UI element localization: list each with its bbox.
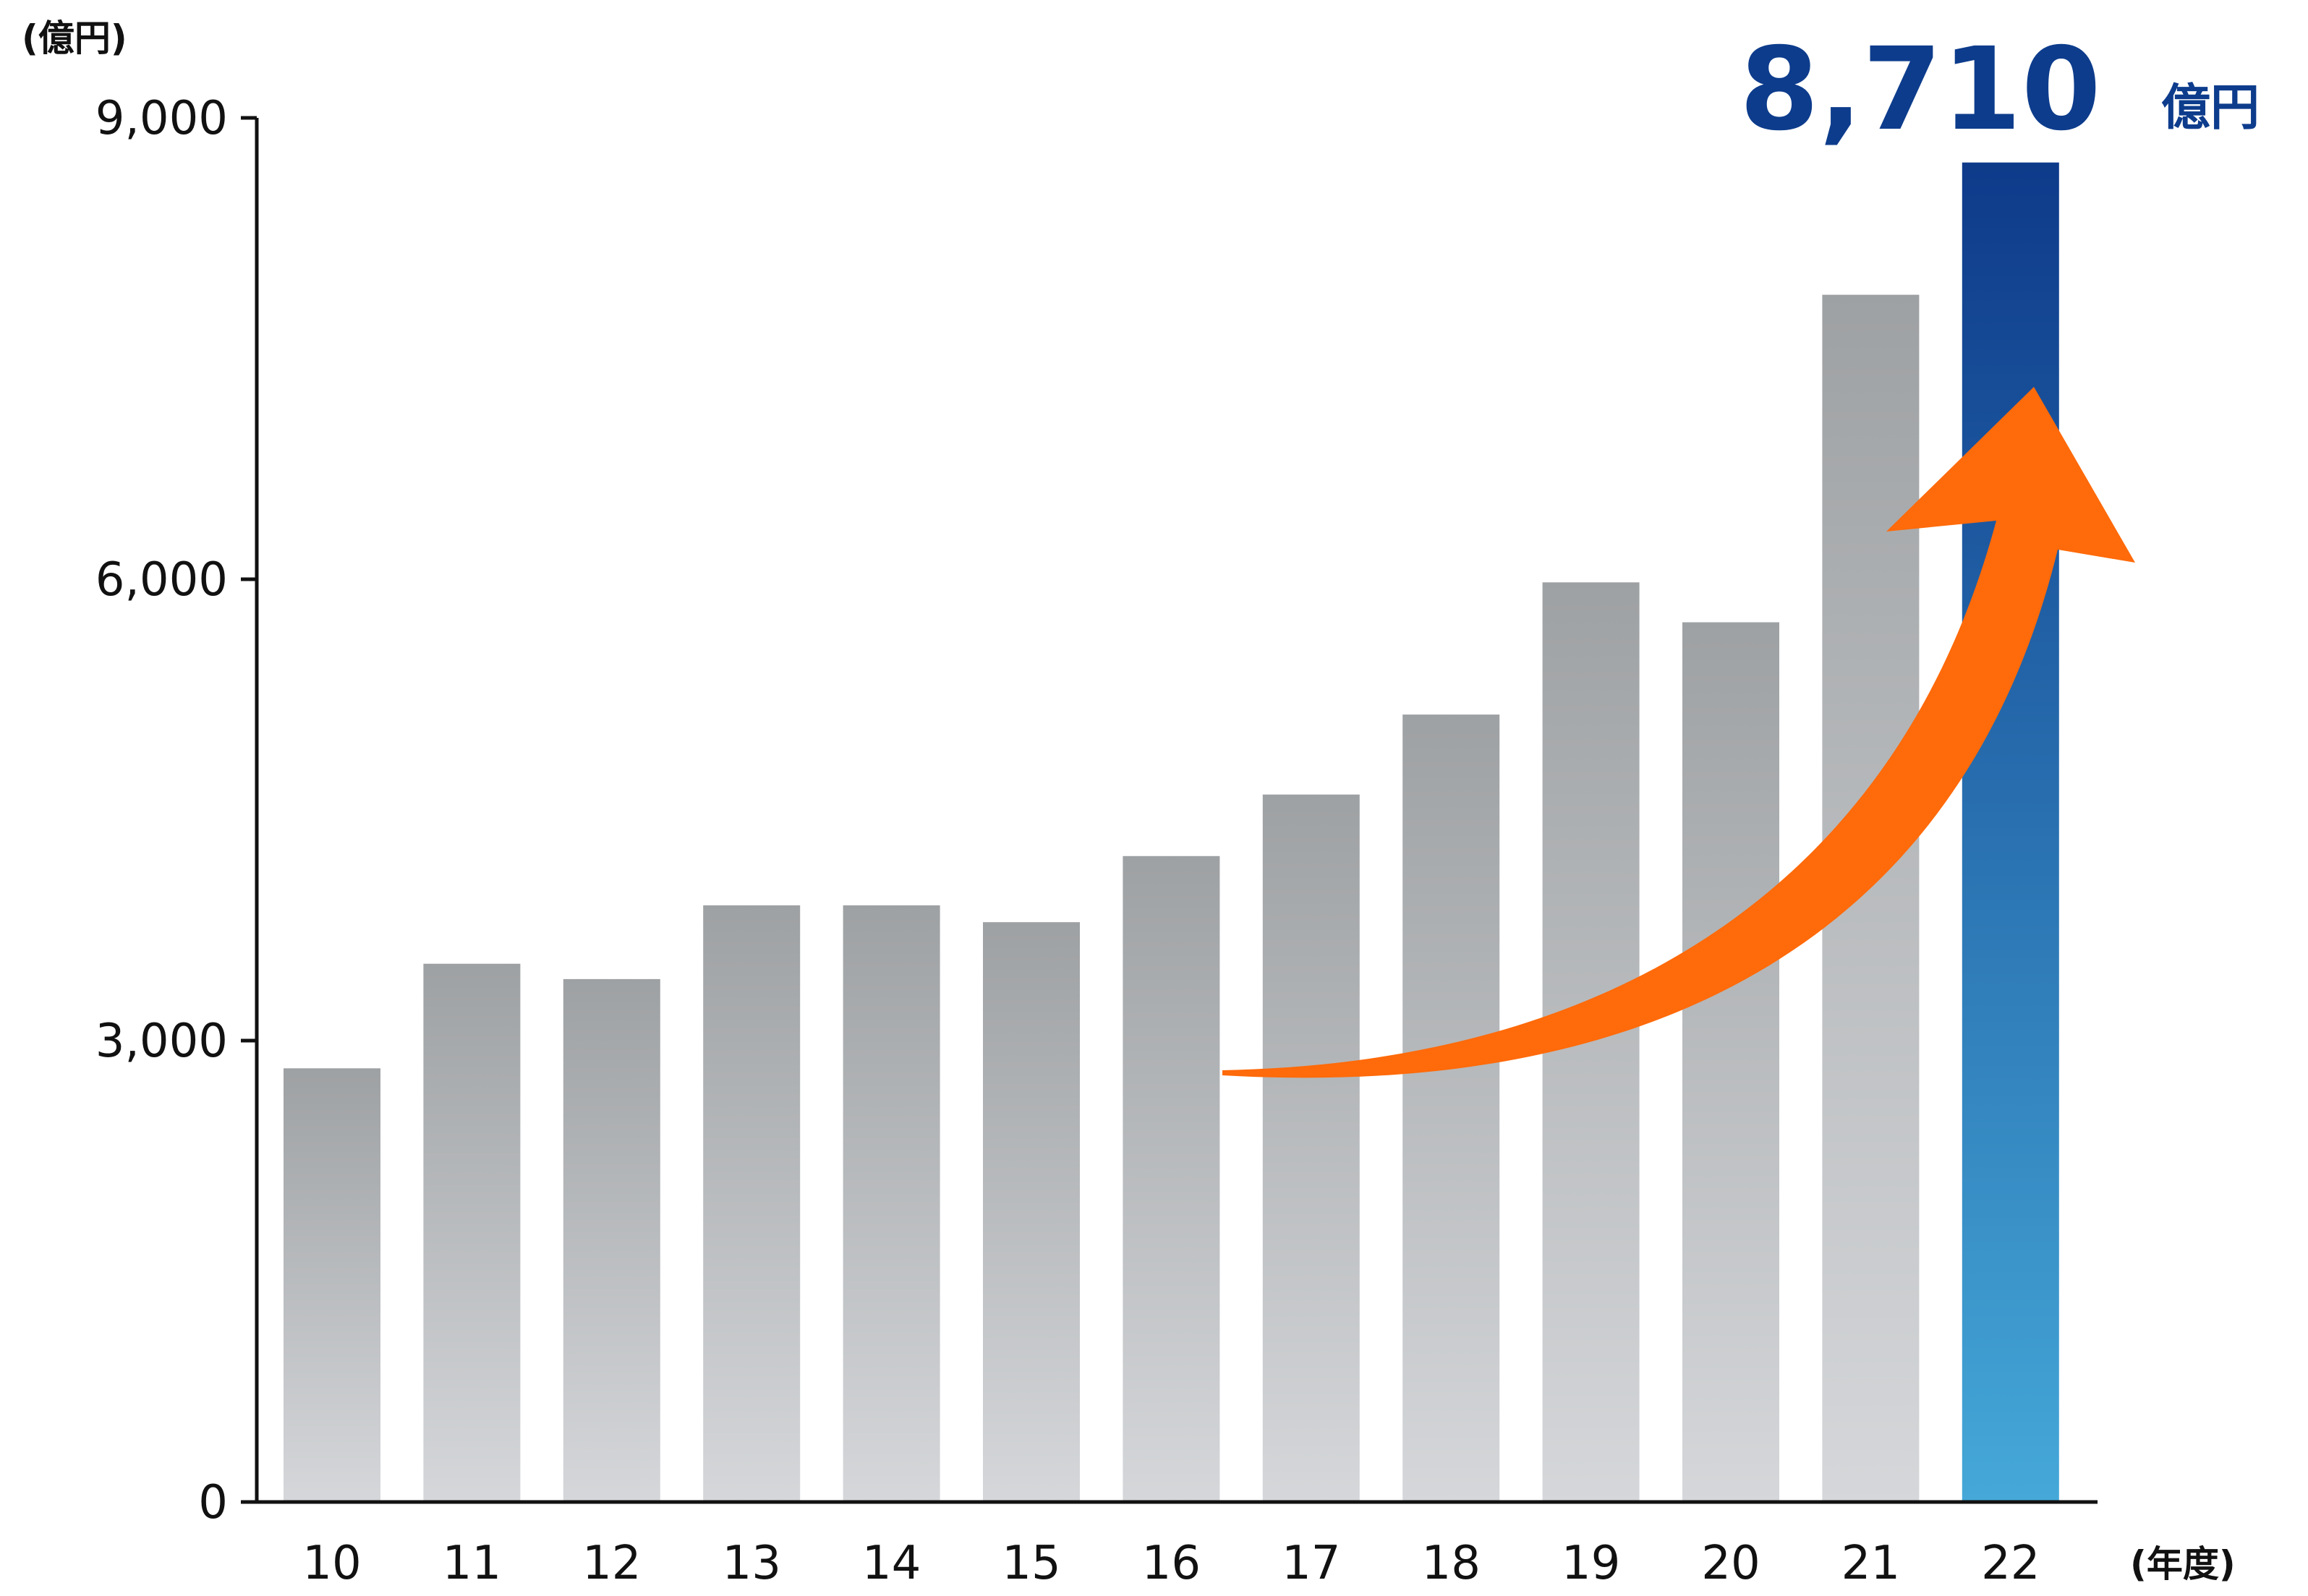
x-unit-label: (年度) — [2130, 1543, 2236, 1585]
highlight-value: 8,710 — [1739, 23, 2101, 156]
x-tick-label: 21 — [1841, 1537, 1900, 1590]
bar-10 — [284, 1068, 380, 1502]
bars — [284, 162, 2059, 1503]
y-unit-label: (億円) — [22, 17, 127, 59]
x-tick-label: 12 — [582, 1537, 641, 1590]
x-tick-label: 16 — [1142, 1537, 1201, 1590]
highlight-value-label: 8,710 億円 — [1739, 23, 2260, 156]
trend-arrow — [1222, 387, 2135, 1078]
x-tick-label: 11 — [443, 1537, 501, 1590]
x-tick-label: 10 — [302, 1537, 361, 1590]
y-tick-label: 0 — [198, 1476, 228, 1529]
x-tick-label: 19 — [1562, 1537, 1620, 1590]
bar-11 — [423, 963, 521, 1502]
highlight-unit: 億円 — [2161, 80, 2260, 137]
x-tick-label: 13 — [722, 1537, 780, 1590]
bar-18 — [1402, 714, 1500, 1502]
x-tick-label: 17 — [1282, 1537, 1340, 1590]
bar-15 — [983, 922, 1080, 1502]
bar-16 — [1123, 855, 1220, 1502]
y-tick-label: 3,000 — [95, 1015, 228, 1068]
x-tick-label: 15 — [1002, 1537, 1060, 1590]
y-tick-label: 9,000 — [95, 92, 228, 145]
bar-12 — [563, 978, 660, 1502]
x-ticks: 10 11 12 13 14 15 16 17 18 19 20 21 22 — [302, 1537, 2040, 1590]
x-tick-label: 14 — [862, 1537, 921, 1590]
bar-14 — [843, 905, 940, 1502]
bar-17 — [1262, 794, 1360, 1502]
y-ticks: 0 3,000 6,000 9,000 — [95, 92, 257, 1529]
y-tick-label: 6,000 — [95, 553, 228, 607]
x-tick-label: 18 — [1421, 1537, 1480, 1590]
bar-20 — [1682, 622, 1779, 1502]
x-tick-label: 22 — [1981, 1537, 2040, 1590]
x-tick-label: 20 — [1701, 1537, 1760, 1590]
bar-22 — [1962, 162, 2059, 1503]
bar-13 — [703, 905, 801, 1502]
